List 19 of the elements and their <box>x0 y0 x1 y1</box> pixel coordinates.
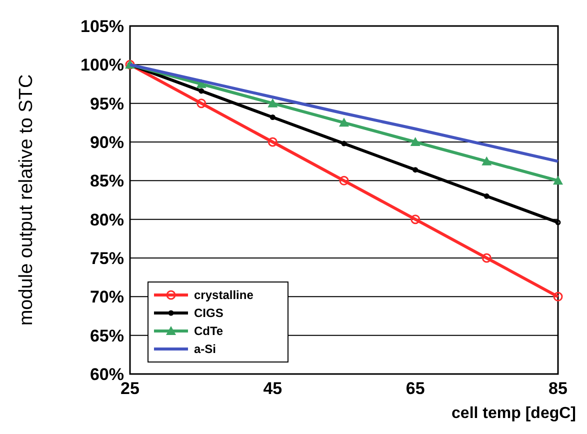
y-tick-label: 95% <box>90 94 124 114</box>
x-tick-label: 85 <box>548 379 568 398</box>
legend-label: crystalline <box>194 288 254 302</box>
y-axis-title: module output relative to STC <box>16 74 37 326</box>
x-tick-label: 45 <box>263 379 282 398</box>
y-tick-label: 70% <box>90 288 124 307</box>
legend-label: CdTe <box>194 324 224 338</box>
x-axis-title: cell temp [degC] <box>452 405 576 422</box>
y-tick-label: 90% <box>90 132 124 152</box>
y-tick-label: 100% <box>80 56 124 75</box>
y-tick-label: 85% <box>90 172 124 191</box>
y-tick-label: 80% <box>90 210 124 230</box>
y-tick-label: 75% <box>90 248 124 268</box>
legend-label: CIGS <box>194 306 224 320</box>
legend-label: a-Si <box>194 342 216 356</box>
y-tick-label: 65% <box>90 326 124 346</box>
x-tick-label: 25 <box>120 379 140 398</box>
x-tick-label: 65 <box>406 379 425 398</box>
y-tick-label: 105% <box>80 16 124 36</box>
